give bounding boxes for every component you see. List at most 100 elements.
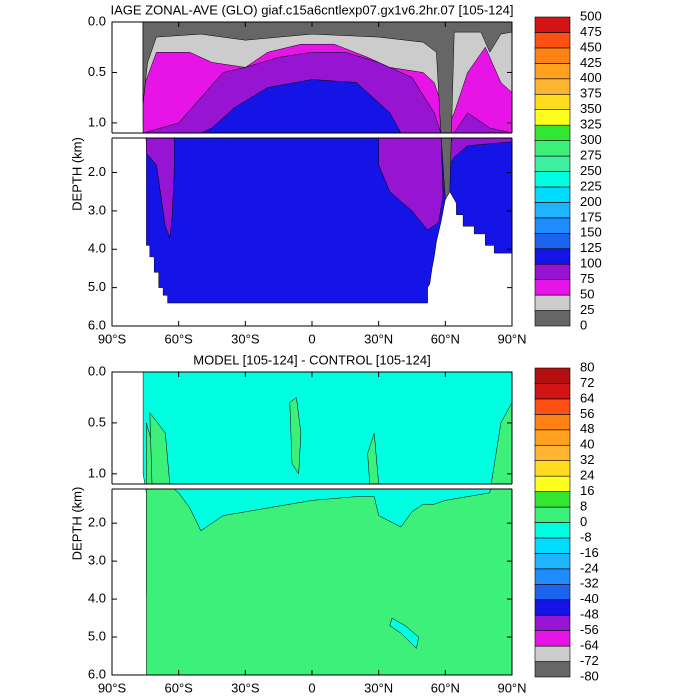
contour-region xyxy=(142,21,513,201)
x-tick-label: 90°N xyxy=(497,680,526,695)
colorbar-box xyxy=(534,155,571,172)
y-tick-label: 3.0 xyxy=(88,553,106,568)
chart-title: IAGE ZONAL-AVE (GLO) giaf.c15a6cntlexp07… xyxy=(111,2,514,17)
colorbar-label: 200 xyxy=(580,194,602,209)
colorbar-label: -80 xyxy=(580,668,599,683)
x-tick-label: 30°N xyxy=(364,331,393,346)
colorbar-box xyxy=(534,109,571,126)
colorbar-label: 375 xyxy=(580,86,602,101)
colorbar-label: 300 xyxy=(580,132,602,147)
x-tick-label: 30°S xyxy=(231,680,260,695)
y-tick-label: 5.0 xyxy=(88,279,106,294)
colorbar-label: 50 xyxy=(580,287,594,302)
colorbar-box xyxy=(534,294,571,311)
colorbar-label: 40 xyxy=(580,437,594,452)
colorbar-box xyxy=(534,47,571,64)
colorbar-label: -56 xyxy=(580,622,599,637)
y-tick-label: 0.5 xyxy=(88,414,106,429)
colorbar-box xyxy=(534,140,571,157)
colorbar-label: 48 xyxy=(580,421,594,436)
colorbar-label: 175 xyxy=(580,209,602,224)
y-axis-label: DEPTH (km) xyxy=(69,487,84,561)
colorbar-box xyxy=(534,124,571,141)
colorbar-box xyxy=(534,630,571,647)
colorbar-label: -24 xyxy=(580,560,599,575)
colorbar-label: 125 xyxy=(580,240,602,255)
colorbar-box xyxy=(534,63,571,80)
contour-region xyxy=(146,132,175,238)
y-tick-label: 6.0 xyxy=(88,317,106,332)
colorbar-label: 24 xyxy=(580,468,594,483)
colorbar-box xyxy=(534,599,571,616)
colorbar-label: -48 xyxy=(580,607,599,622)
colorbar-label: -32 xyxy=(580,576,599,591)
colorbar-box xyxy=(534,186,571,203)
colorbar-label: 325 xyxy=(580,117,602,132)
colorbar-box xyxy=(534,537,571,554)
y-tick-label: 3.0 xyxy=(88,202,106,217)
colorbar-box xyxy=(534,614,571,631)
contour-region xyxy=(289,397,302,475)
colorbar-box xyxy=(534,460,571,477)
x-tick-label: 90°N xyxy=(497,331,526,346)
colorbar-label: 32 xyxy=(580,452,594,467)
colorbar-box xyxy=(534,491,571,508)
x-tick-label: 90°S xyxy=(98,331,127,346)
colorbar-box xyxy=(534,217,571,234)
colorbar-label: -40 xyxy=(580,591,599,606)
colorbar-box xyxy=(534,583,571,601)
colorbar-box xyxy=(534,233,571,250)
y-tick-label: 2.0 xyxy=(88,164,106,179)
y-tick-label: 0.5 xyxy=(88,64,106,79)
colorbar-label: 64 xyxy=(580,390,594,405)
colorbar-box xyxy=(534,414,571,431)
colorbar-box xyxy=(534,16,571,33)
colorbar-label: 450 xyxy=(580,39,602,54)
contour-region xyxy=(389,617,419,649)
colorbar-label: -64 xyxy=(580,638,599,653)
colorbar-box xyxy=(534,93,571,110)
colorbar-label: -16 xyxy=(580,545,599,560)
y-tick-label: 5.0 xyxy=(88,628,106,643)
colorbar-label: 0 xyxy=(580,514,587,529)
contour-region xyxy=(146,402,513,676)
colorbar-box xyxy=(534,398,571,415)
colorbar-label: 56 xyxy=(580,406,594,421)
colorbar-label: 400 xyxy=(580,70,602,85)
colorbar-box xyxy=(534,568,571,585)
x-tick-label: 60°N xyxy=(431,331,460,346)
colorbar-label: 425 xyxy=(580,55,602,70)
colorbar-label: 16 xyxy=(580,483,594,498)
x-tick-label: 30°N xyxy=(364,680,393,695)
colorbar-box xyxy=(534,475,571,492)
y-axis-label: DEPTH (km) xyxy=(69,137,84,211)
colorbar-box xyxy=(534,444,571,461)
y-tick-label: 4.0 xyxy=(88,591,106,606)
colorbar-label: 150 xyxy=(580,225,602,240)
colorbar-label: 275 xyxy=(580,147,602,162)
contour-region xyxy=(378,132,444,231)
chart-title: MODEL [105-124] - CONTROL [105-124] xyxy=(193,352,430,367)
y-tick-label: 2.0 xyxy=(88,515,106,530)
colorbar-box xyxy=(534,383,571,400)
colorbar-box xyxy=(534,367,571,384)
y-tick-label: 4.0 xyxy=(88,241,106,256)
colorbar-label: -8 xyxy=(580,529,592,544)
colorbar-label: 25 xyxy=(580,302,594,317)
y-tick-label: 0.0 xyxy=(88,13,106,28)
colorbar-label: 8 xyxy=(580,498,587,513)
colorbar-box xyxy=(534,522,571,539)
colorbar-label: 72 xyxy=(580,375,594,390)
x-tick-label: 60°N xyxy=(431,680,460,695)
x-tick-label: 0 xyxy=(308,680,315,695)
x-tick-label: 60°S xyxy=(164,680,193,695)
colorbar-label: 80 xyxy=(580,359,594,374)
colorbar-label: 500 xyxy=(580,8,602,23)
colorbar-box xyxy=(534,310,571,327)
x-tick-label: 60°S xyxy=(164,331,193,346)
colorbar-box xyxy=(534,429,571,446)
x-tick-label: 90°S xyxy=(98,680,127,695)
colorbar-box xyxy=(534,661,571,678)
y-tick-label: 6.0 xyxy=(88,666,106,681)
